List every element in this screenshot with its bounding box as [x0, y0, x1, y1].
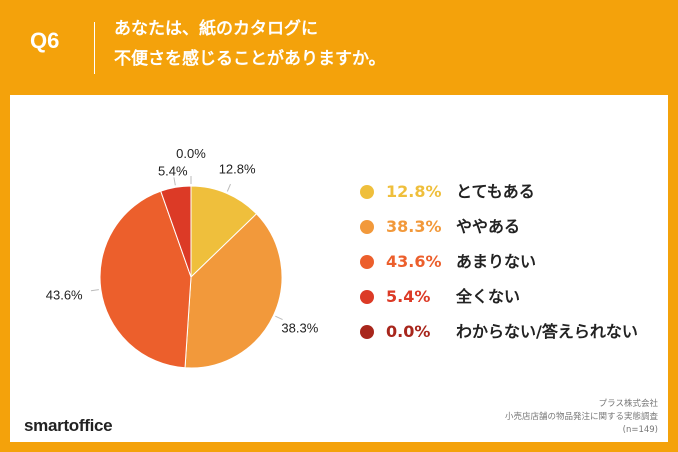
question-text: あなたは、紙のカタログに 不便さを感じることがありますか。: [114, 14, 386, 74]
legend-label-1: ややある: [456, 217, 521, 236]
chart-panel: 12.8% 38.3% 43.6% 5.4% 0.0% 12.8% とてもある 38.3% や…: [10, 95, 668, 442]
legend-percent-0: 12.8%: [386, 182, 442, 201]
legend-swatch-3: [360, 290, 374, 304]
pie-data-label-3: 5.4%: [158, 164, 188, 179]
legend-swatch-2: [360, 255, 374, 269]
legend-percent-2: 43.6%: [386, 252, 442, 271]
legend-swatch-1: [360, 220, 374, 234]
source-survey: 小売店店舗の物品発注に関する実態調査: [504, 412, 658, 422]
question-line-1: あなたは、紙のカタログに: [114, 19, 318, 39]
source-company: プラス株式会社: [598, 399, 658, 409]
question-number: Q6: [30, 28, 60, 53]
legend-percent-3: 5.4%: [386, 287, 431, 306]
pie-slice-0: [190, 185, 258, 279]
legend-swatch-0: [360, 185, 374, 199]
pie-chart: 12.8% 38.3% 43.6% 5.4% 0.0%: [46, 146, 319, 369]
legend-percent-4: 0.0%: [386, 322, 431, 341]
pie-slice-3: [160, 185, 192, 278]
source-note: プラス株式会社 小売店店舗の物品発注に関する実態調査 (n=149): [505, 398, 658, 437]
pie-slice-1: [184, 213, 283, 369]
legend-label-0: とてもある: [456, 182, 535, 201]
legend-label-2: あまりない: [456, 252, 537, 271]
pie-data-label-4: 0.0%: [176, 146, 206, 161]
pie-slice-2: [99, 190, 192, 369]
pie-leader-line-1: [275, 315, 283, 320]
legend-swatch-4: [360, 325, 374, 339]
pie-leader-line-0: [226, 183, 231, 192]
legend-label-3: 全くない: [456, 287, 521, 306]
pie-leader-line-2: [90, 289, 99, 292]
pie-leader-line-3: [173, 177, 176, 186]
source-sample-size: (n=149): [622, 425, 658, 435]
legend-percent-1: 38.3%: [386, 217, 442, 236]
pie-data-label-0: 12.8%: [219, 161, 256, 176]
question-line-2: 不便さを感じることがありますか。: [114, 49, 386, 69]
brand-logo: smartoffice: [24, 416, 113, 435]
header: Q6 あなたは、紙のカタログに 不便さを感じることがありますか。: [0, 0, 678, 95]
pie-data-label-1: 38.3%: [281, 321, 318, 336]
header-divider: [94, 22, 95, 74]
pie-data-label-2: 43.6%: [46, 287, 83, 302]
legend-label-4: わからない/答えられない: [456, 322, 638, 341]
